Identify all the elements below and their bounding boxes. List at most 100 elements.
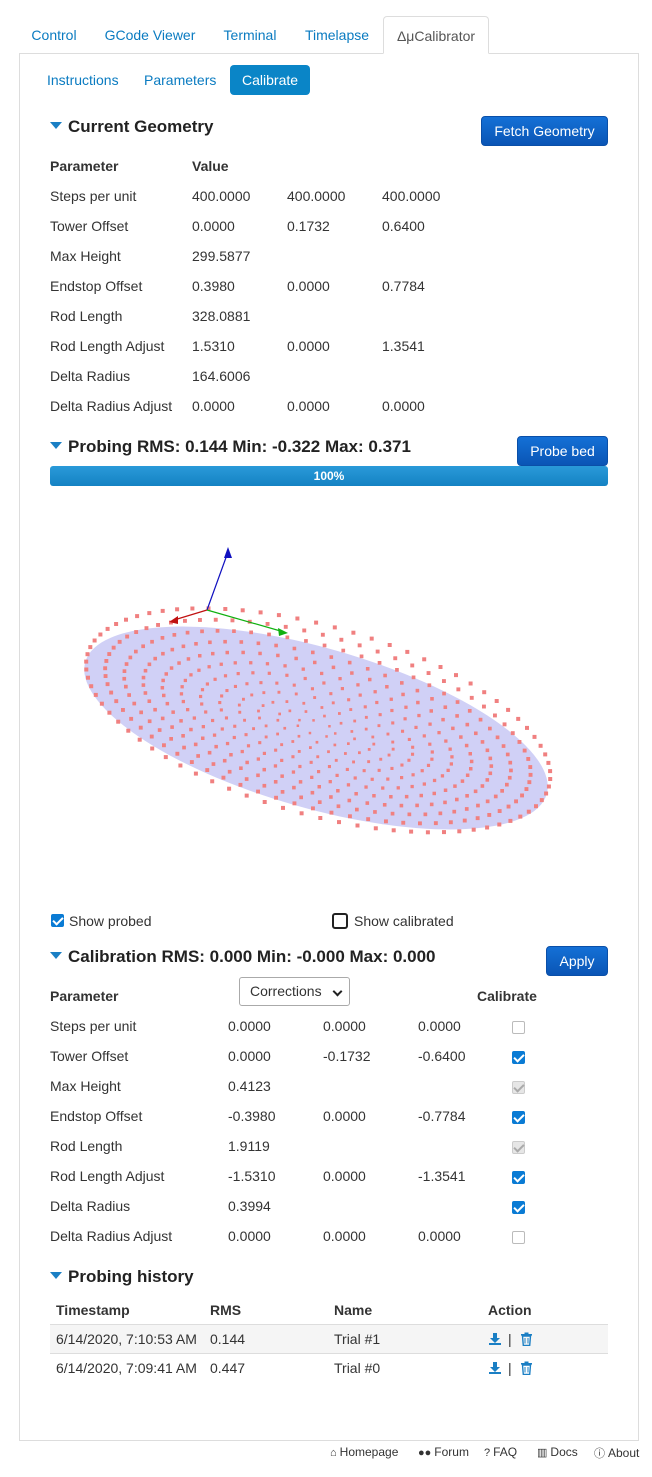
probe-point <box>452 809 457 814</box>
subtab-calibrate[interactable]: Calibrate <box>230 65 311 95</box>
probing-history-heading[interactable]: Probing history <box>50 1267 194 1287</box>
probe-point <box>353 776 357 780</box>
show-calibrated-checkbox[interactable] <box>332 913 348 929</box>
geometry-value: 0.6400 <box>382 218 425 234</box>
geometry-value: 400.0000 <box>382 188 441 204</box>
calibrate-checkbox[interactable] <box>512 1051 525 1064</box>
corrections-select[interactable]: Corrections <box>239 977 350 1006</box>
probe-point <box>375 700 379 705</box>
calibrate-checkbox[interactable] <box>512 1201 525 1214</box>
probe-point <box>229 753 233 757</box>
probe-point <box>381 786 385 790</box>
probe-point <box>399 803 404 808</box>
trash-icon[interactable] <box>520 1361 533 1375</box>
probe-point <box>407 812 412 817</box>
calibrate-checkbox[interactable] <box>512 1141 525 1154</box>
trash-icon[interactable] <box>520 1332 533 1346</box>
probe-point <box>170 725 174 729</box>
probe-point <box>262 751 266 755</box>
calibration-heading[interactable]: Calibration RMS: 0.000 Min: -0.000 Max: … <box>50 947 436 967</box>
probe-point <box>377 724 381 728</box>
calibration-value: -1.5310 <box>228 1168 276 1184</box>
probe-point <box>198 654 202 658</box>
probe-point <box>348 814 352 819</box>
fetch-geometry-button[interactable]: Fetch Geometry <box>481 116 608 146</box>
geometry-param-name: Max Height <box>50 248 121 264</box>
current-geometry-heading[interactable]: Current Geometry <box>50 117 213 137</box>
history-col-action: Action <box>488 1302 532 1318</box>
footer-homepage-link[interactable]: ⌂ Homepage <box>330 1445 398 1459</box>
download-icon[interactable] <box>488 1361 502 1375</box>
calibrate-checkbox[interactable] <box>512 1171 525 1184</box>
probe-point <box>437 731 441 735</box>
probe-point <box>189 673 193 677</box>
probe-point <box>264 724 268 728</box>
subtab-parameters[interactable]: Parameters <box>144 72 217 88</box>
probe-3d-view[interactable] <box>50 500 610 880</box>
probe-point <box>143 691 148 695</box>
tab-timelapse[interactable]: Timelapse <box>304 27 370 43</box>
probe-point <box>175 751 180 756</box>
probe-point <box>141 683 146 687</box>
probe-point <box>104 659 109 663</box>
probe-point <box>505 752 510 757</box>
probe-point <box>507 775 512 780</box>
probing-heading[interactable]: Probing RMS: 0.144 Min: -0.322 Max: 0.37… <box>50 437 411 457</box>
footer-forum-link[interactable]: ●● Forum <box>418 1445 469 1459</box>
probe-point <box>196 754 200 758</box>
probe-point <box>433 821 438 826</box>
probe-point <box>122 669 127 673</box>
tab-gcode-viewer[interactable]: GCode Viewer <box>104 27 196 43</box>
probe-point <box>199 694 203 699</box>
probe-point <box>442 679 446 683</box>
calibration-value: 0.0000 <box>323 1018 366 1034</box>
show-probed-checkbox[interactable] <box>51 914 64 927</box>
probe-point <box>350 730 354 733</box>
footer-faq-link[interactable]: ? FAQ <box>484 1445 517 1459</box>
footer-docs-link[interactable]: ▥ Docs <box>537 1445 578 1459</box>
probe-point <box>262 767 266 772</box>
probe-point <box>465 722 470 727</box>
probe-point <box>189 727 193 732</box>
probe-point <box>446 768 450 772</box>
probe-point <box>390 708 394 713</box>
download-icon[interactable] <box>488 1332 502 1346</box>
probe-point <box>240 749 244 754</box>
probe-point <box>283 664 287 668</box>
probe-point <box>493 713 497 718</box>
probe-point <box>419 793 423 798</box>
probe-point <box>178 763 183 768</box>
probe-point <box>546 784 551 789</box>
probe-point <box>285 700 289 703</box>
probe-point <box>294 692 298 696</box>
calibrate-checkbox[interactable] <box>512 1081 525 1094</box>
probe-point <box>301 667 305 671</box>
geometry-value: 0.0000 <box>287 338 330 354</box>
tab-calibrator[interactable]: ΔμCalibrator <box>383 16 489 54</box>
footer-about-link[interactable]: ⓘ About <box>594 1445 639 1461</box>
probe-point <box>141 675 146 680</box>
probe-point <box>442 830 446 835</box>
probe-point <box>440 774 445 778</box>
probe-point <box>428 742 432 746</box>
subtab-instructions[interactable]: Instructions <box>47 72 119 88</box>
probe-point <box>338 712 341 715</box>
tab-control[interactable]: Control <box>31 27 77 43</box>
probe-point <box>170 647 175 652</box>
probe-point <box>124 662 129 666</box>
probe-point <box>430 757 434 761</box>
probe-point <box>476 803 480 808</box>
probe-point <box>347 698 351 702</box>
probe-point <box>455 714 459 718</box>
probe-point <box>244 777 249 781</box>
apply-button[interactable]: Apply <box>546 946 608 976</box>
z-axis-arrow <box>224 547 232 558</box>
tab-terminal[interactable]: Terminal <box>223 27 277 43</box>
probe-bed-button[interactable]: Probe bed <box>517 436 608 466</box>
probe-point <box>331 665 336 670</box>
probe-point <box>150 639 154 644</box>
calibrate-checkbox[interactable] <box>512 1021 525 1034</box>
calibrate-checkbox[interactable] <box>512 1231 525 1244</box>
calibrate-checkbox[interactable] <box>512 1111 525 1124</box>
calibration-param-name: Delta Radius <box>50 1198 131 1214</box>
